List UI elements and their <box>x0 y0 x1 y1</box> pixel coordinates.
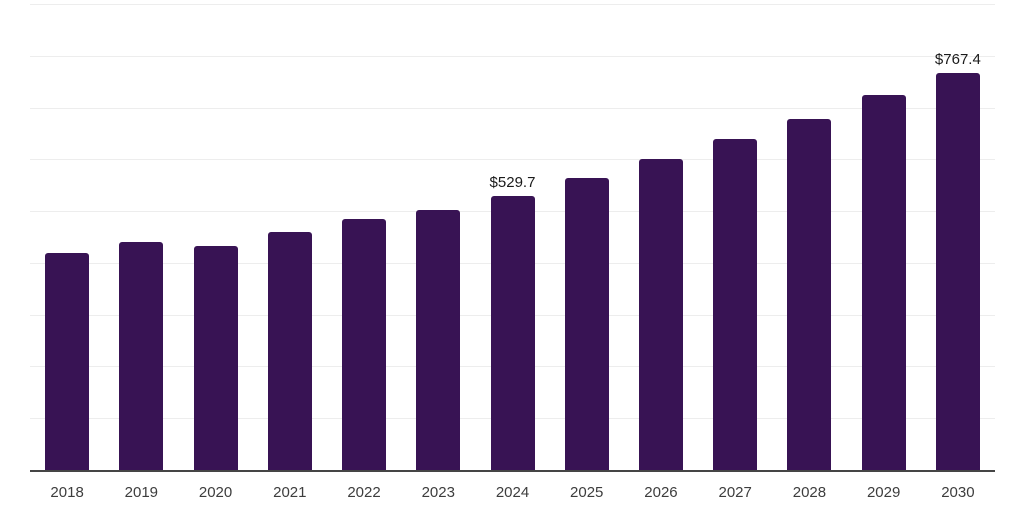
x-tick-label-2018: 2018 <box>50 484 84 501</box>
bar-2023 <box>416 210 461 470</box>
bar-2026 <box>638 159 683 470</box>
x-tick-label-2022: 2022 <box>347 484 381 501</box>
bar-2027 <box>713 138 758 470</box>
bar-2018 <box>45 253 90 470</box>
x-tick-label-2021: 2021 <box>273 484 307 501</box>
bar-2025 <box>564 177 609 470</box>
x-tick-label-2023: 2023 <box>421 484 455 501</box>
x-tick-label-2024: 2024 <box>495 484 530 501</box>
bar-2020 <box>193 245 238 470</box>
x-tick-label-2026: 2026 <box>644 484 678 501</box>
bar-2030 <box>935 72 980 470</box>
bar-2028 <box>787 118 832 470</box>
gridline <box>30 159 995 161</box>
x-tick-label-2028: 2028 <box>792 484 827 501</box>
bar-2022 <box>342 218 387 470</box>
x-tick-label-2020: 2020 <box>198 484 233 501</box>
x-tick-label-2030: 2030 <box>941 484 975 501</box>
bar-value-label-2030: $767.4 <box>934 50 981 68</box>
x-tick-label-2029: 2029 <box>866 484 901 501</box>
bar-2021 <box>267 232 312 470</box>
bar-2024 <box>490 195 535 470</box>
x-axis-line <box>30 470 995 472</box>
gridline <box>30 4 995 5</box>
x-tick-label-2019: 2019 <box>124 484 159 501</box>
x-tick-label-2027: 2027 <box>718 484 752 501</box>
gridline <box>30 55 995 57</box>
gridline <box>30 107 995 109</box>
x-tick-label-2025: 2025 <box>570 484 604 501</box>
bar-value-label-2024: $529.7 <box>489 173 536 191</box>
bar-2019 <box>119 242 164 470</box>
bar-2029 <box>861 95 906 470</box>
